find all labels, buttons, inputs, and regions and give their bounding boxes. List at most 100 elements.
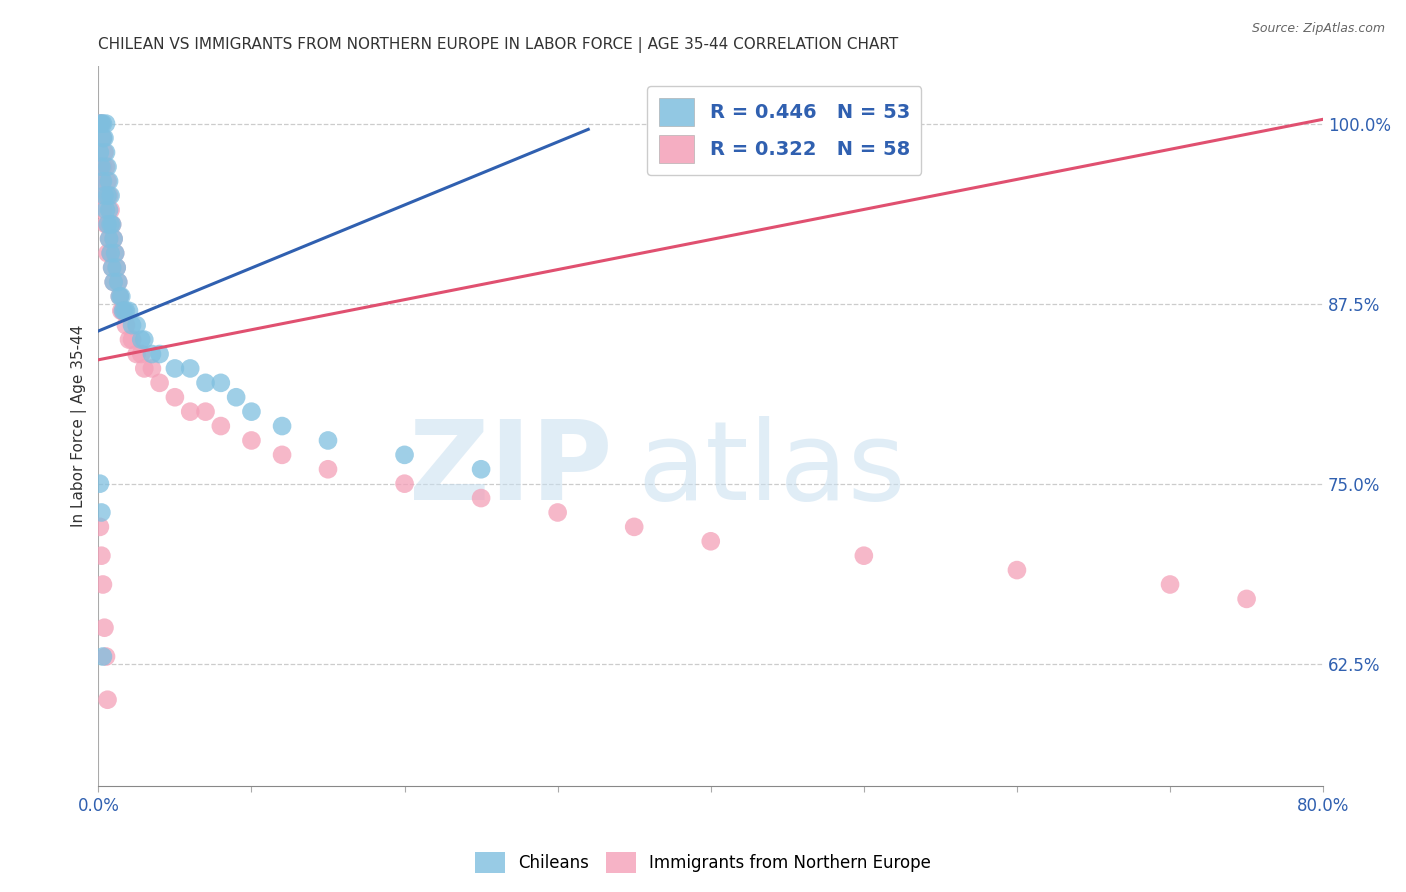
Point	[110, 289, 132, 303]
Point	[90, 174, 112, 188]
Point	[98, 174, 121, 188]
Legend: R = 0.446   N = 53, R = 0.322   N = 58: R = 0.446 N = 53, R = 0.322 N = 58	[647, 87, 921, 175]
Text: Source: ZipAtlas.com: Source: ZipAtlas.com	[1251, 22, 1385, 36]
Point	[1159, 577, 1181, 591]
Point	[91, 202, 114, 217]
Point	[271, 419, 294, 434]
Point	[96, 160, 118, 174]
Point	[623, 520, 645, 534]
Point	[104, 246, 127, 260]
Point	[134, 361, 156, 376]
Point	[89, 520, 111, 534]
Point	[110, 303, 132, 318]
Point	[91, 174, 114, 188]
Point	[94, 160, 117, 174]
Point	[115, 303, 138, 318]
Point	[94, 145, 117, 160]
Point	[96, 174, 118, 188]
Point	[101, 218, 124, 232]
Point	[100, 218, 122, 232]
Point	[129, 333, 152, 347]
Point	[104, 246, 127, 260]
Point	[470, 491, 492, 505]
Point	[91, 117, 114, 131]
Text: ZIP: ZIP	[409, 416, 613, 523]
Point	[98, 232, 121, 246]
Text: CHILEAN VS IMMIGRANTS FROM NORTHERN EUROPE IN LABOR FORCE | AGE 35-44 CORRELATIO: CHILEAN VS IMMIGRANTS FROM NORTHERN EURO…	[98, 37, 898, 54]
Point	[1005, 563, 1028, 577]
Point	[394, 476, 416, 491]
Point	[103, 275, 125, 289]
Point	[90, 549, 112, 563]
Point	[100, 188, 122, 202]
Point	[91, 160, 114, 174]
Point	[103, 232, 125, 246]
Point	[115, 318, 138, 333]
Point	[96, 218, 118, 232]
Point	[1236, 591, 1258, 606]
Point	[89, 117, 111, 131]
Point	[105, 260, 128, 275]
Point	[194, 404, 217, 418]
Point	[93, 131, 115, 145]
Point	[91, 131, 114, 145]
Point	[103, 232, 125, 246]
Point	[93, 621, 115, 635]
Point	[141, 347, 163, 361]
Point	[101, 260, 124, 275]
Point	[98, 202, 121, 217]
Legend: Chileans, Immigrants from Northern Europe: Chileans, Immigrants from Northern Europ…	[468, 846, 938, 880]
Point	[118, 333, 141, 347]
Point	[96, 218, 118, 232]
Point	[163, 361, 186, 376]
Point	[90, 117, 112, 131]
Point	[105, 260, 128, 275]
Point	[852, 549, 875, 563]
Point	[209, 376, 232, 390]
Point	[90, 117, 112, 131]
Point	[125, 318, 148, 333]
Point	[134, 333, 156, 347]
Point	[470, 462, 492, 476]
Point	[125, 347, 148, 361]
Point	[700, 534, 723, 549]
Point	[108, 289, 131, 303]
Point	[163, 390, 186, 404]
Point	[100, 246, 122, 260]
Point	[108, 289, 131, 303]
Point	[111, 303, 134, 318]
Point	[101, 260, 124, 275]
Point	[91, 577, 114, 591]
Point	[90, 160, 112, 174]
Point	[94, 649, 117, 664]
Point	[96, 246, 118, 260]
Point	[107, 275, 129, 289]
Point	[118, 303, 141, 318]
Point	[91, 649, 114, 664]
Point	[112, 303, 135, 318]
Point	[121, 318, 143, 333]
Point	[225, 390, 247, 404]
Point	[103, 275, 125, 289]
Point	[100, 246, 122, 260]
Point	[89, 476, 111, 491]
Point	[316, 462, 339, 476]
Point	[149, 347, 172, 361]
Point	[94, 117, 117, 131]
Point	[98, 188, 121, 202]
Point	[316, 434, 339, 448]
Point	[93, 188, 115, 202]
Point	[93, 145, 115, 160]
Point	[91, 131, 114, 145]
Point	[121, 333, 143, 347]
Point	[111, 303, 134, 318]
Point	[179, 404, 201, 418]
Point	[149, 376, 172, 390]
Point	[394, 448, 416, 462]
Point	[89, 117, 111, 131]
Point	[209, 419, 232, 434]
Point	[94, 202, 117, 217]
Point	[129, 347, 152, 361]
Point	[100, 202, 122, 217]
Point	[93, 188, 115, 202]
